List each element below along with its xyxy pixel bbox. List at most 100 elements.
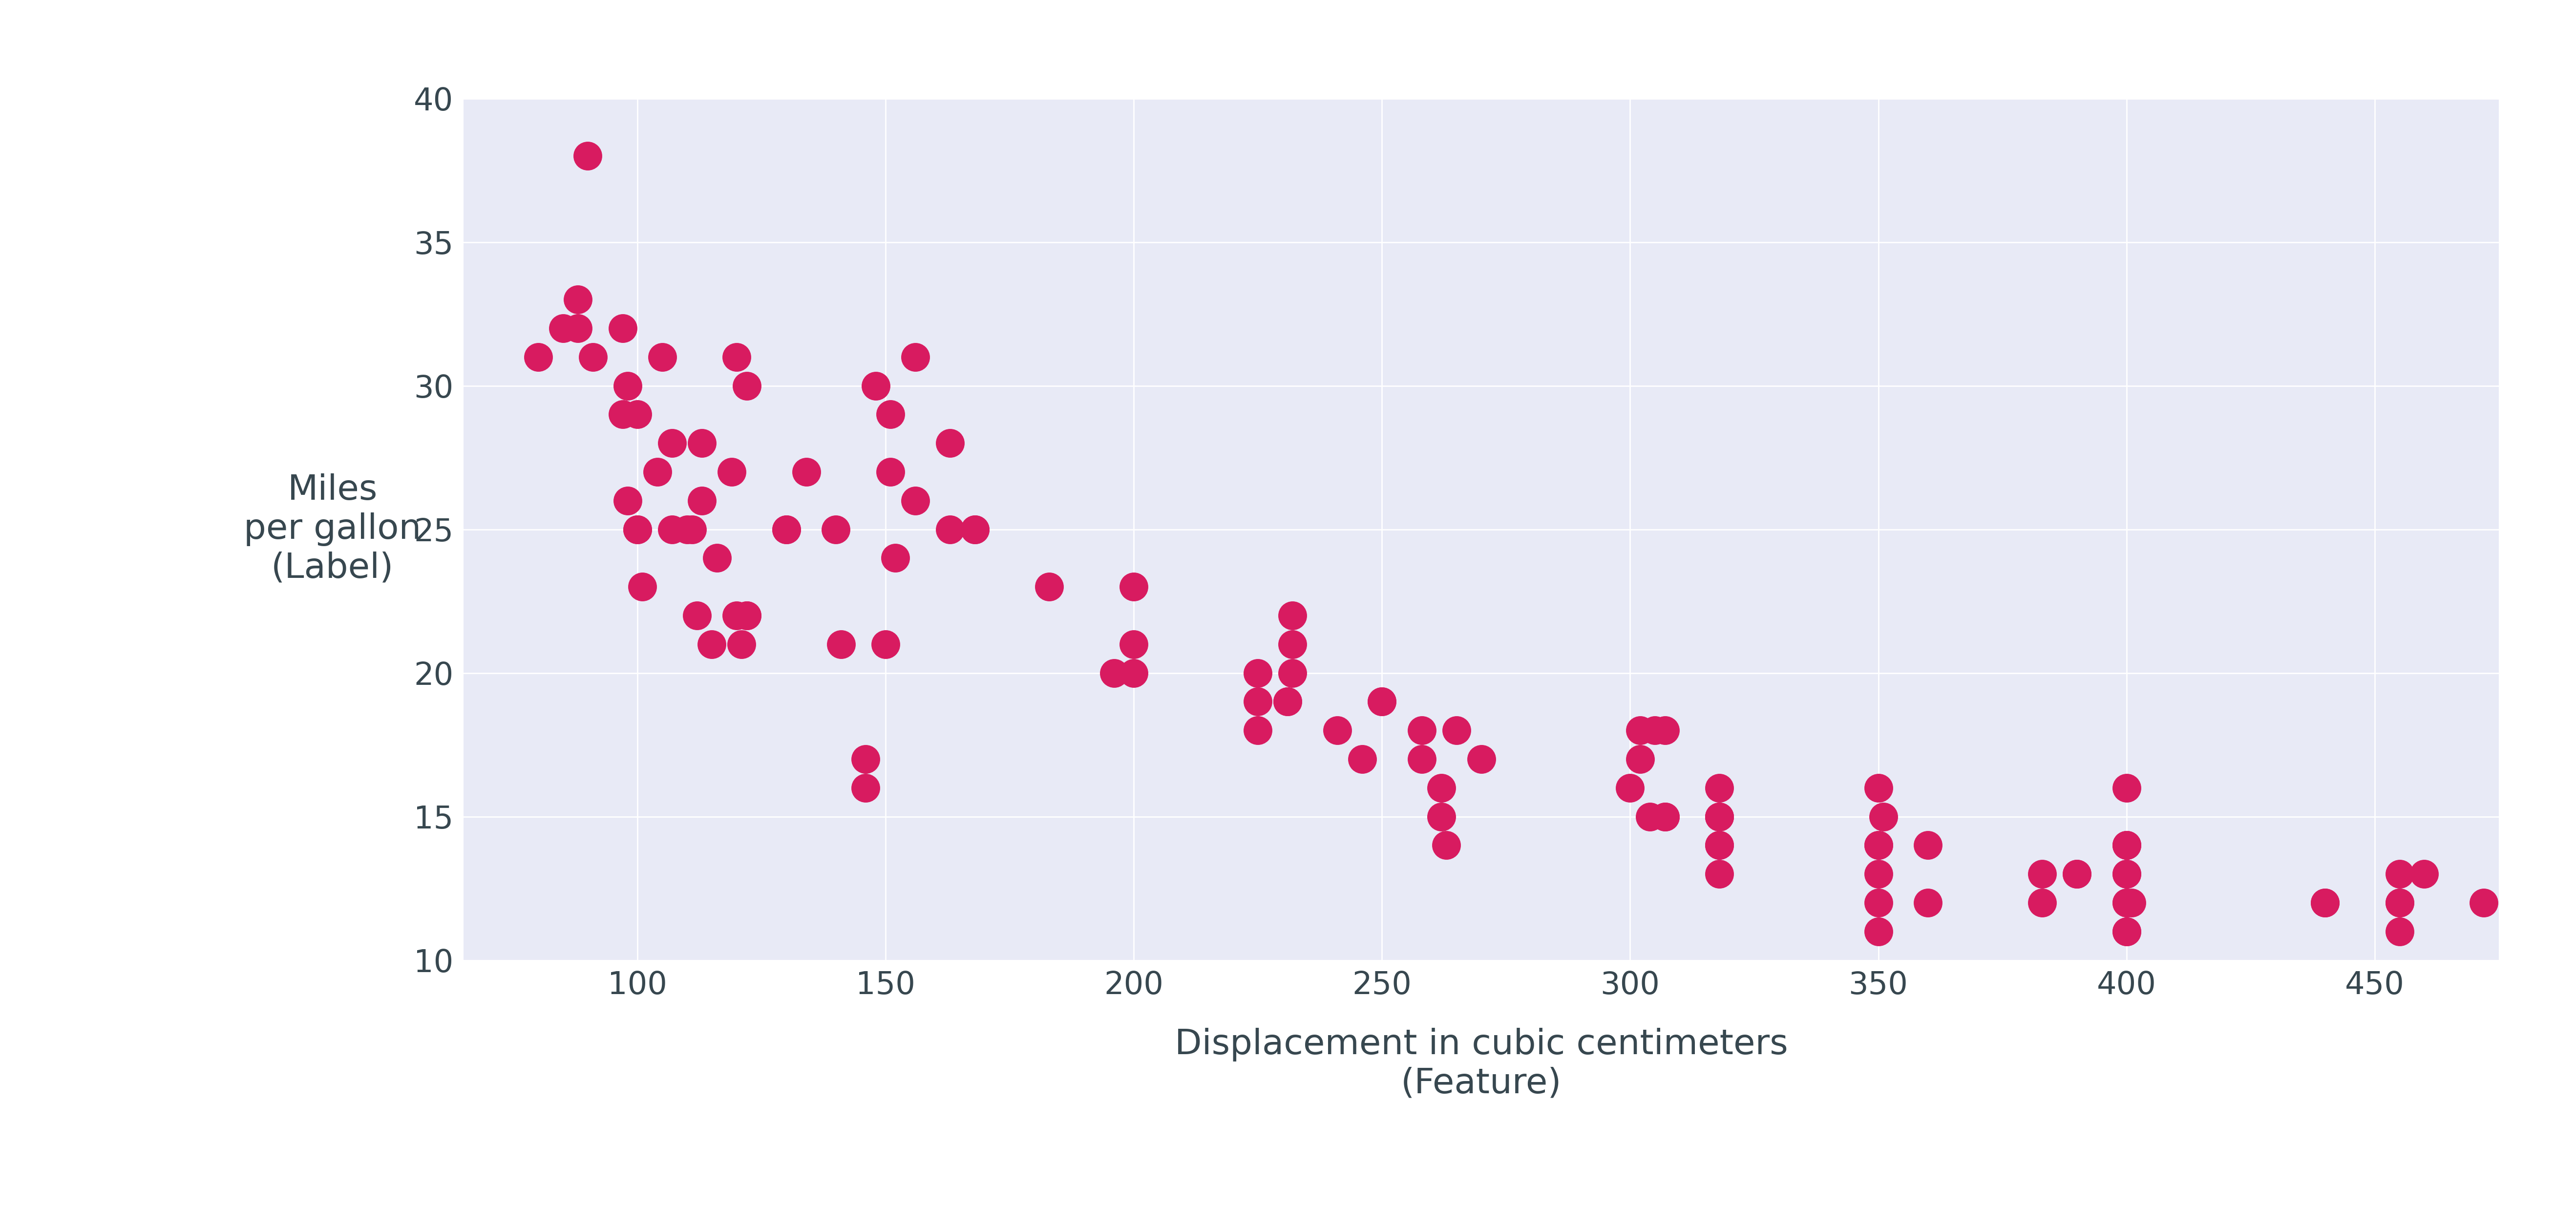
Point [1698,806,1739,826]
Point [1267,692,1309,712]
Point [1113,577,1154,597]
Point [2105,922,2146,942]
Point [845,778,886,798]
Point [1857,864,1899,884]
Point [2105,778,2146,798]
Point [1857,892,1899,912]
Point [621,577,662,597]
Point [726,375,768,395]
Point [1620,750,1662,769]
Point [2105,864,2146,884]
Point [1427,836,1468,856]
Point [572,347,613,367]
Point [1401,720,1443,740]
Point [1028,577,1069,597]
Point [1236,692,1278,712]
Point [721,634,762,654]
Point [1698,778,1739,798]
Point [690,634,732,654]
Point [2378,892,2419,912]
Point [871,405,912,425]
Point [608,491,649,511]
Point [765,519,806,539]
Point [1422,778,1463,798]
Point [1113,634,1154,654]
Point [1857,836,1899,856]
Point [894,347,935,367]
Point [2056,864,2097,884]
X-axis label: Displacement in cubic centimeters
(Feature): Displacement in cubic centimeters (Featu… [1175,1028,1788,1101]
Point [1401,750,1443,769]
Point [641,347,683,367]
Point [1633,720,1674,740]
Point [716,347,757,367]
Point [819,634,860,654]
Point [876,548,917,567]
Point [1698,806,1739,826]
Point [953,519,994,539]
Point [716,606,757,625]
Point [2306,892,2347,912]
Point [1906,892,1947,912]
Point [871,462,912,481]
Point [652,433,693,453]
Point [1316,720,1358,740]
Point [726,606,768,625]
Point [726,606,768,625]
Point [2105,836,2146,856]
Point [1461,750,1502,769]
Point [1698,836,1739,856]
Point [2022,892,2063,912]
Point [1631,806,1672,826]
Point [1643,806,1685,826]
Point [652,519,693,539]
Point [1113,664,1154,683]
Point [636,462,677,481]
Point [1906,836,1947,856]
Point [672,519,714,539]
Point [2378,864,2419,884]
Point [894,491,935,511]
Point [680,433,721,453]
Point [608,375,649,395]
Point [2105,864,2146,884]
Y-axis label: Miles
per gallon
(Label): Miles per gallon (Label) [245,474,420,585]
Point [1698,806,1739,826]
Point [696,548,737,567]
Point [1862,806,1904,826]
Point [786,462,827,481]
Point [544,319,585,339]
Point [765,519,806,539]
Point [1267,692,1309,712]
Point [711,462,752,481]
Point [1698,836,1739,856]
Point [1273,606,1314,625]
Point [1342,750,1383,769]
Point [845,750,886,769]
Point [1643,806,1685,826]
Point [2378,892,2419,912]
Point [2403,864,2445,884]
Point [556,319,598,339]
Point [1273,664,1314,683]
Point [930,433,971,453]
Point [518,347,559,367]
Point [680,491,721,511]
Point [1620,720,1662,740]
Point [1698,864,1739,884]
Point [2022,864,2063,884]
Point [603,405,644,425]
Point [556,289,598,309]
Point [1360,692,1401,712]
Point [616,519,657,539]
Point [2105,892,2146,912]
Point [1092,664,1133,683]
Point [1360,692,1401,712]
Point [817,519,858,539]
Point [855,375,896,395]
Point [1273,634,1314,654]
Point [1643,720,1685,740]
Point [2110,892,2151,912]
Point [667,519,708,539]
Point [677,606,719,625]
